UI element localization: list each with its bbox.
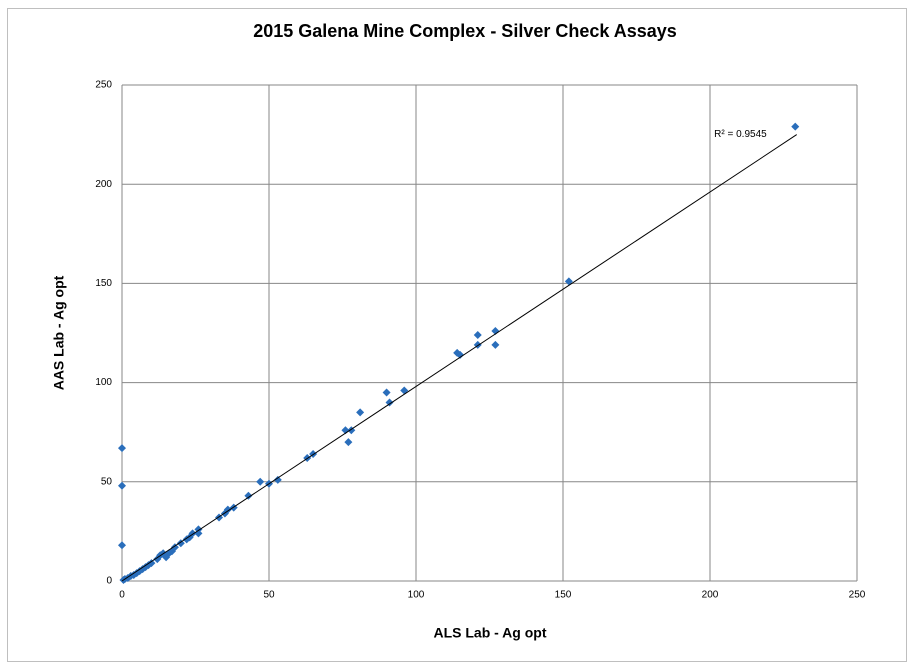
trendline-label: R² = 0.9545 [714, 129, 767, 140]
x-tick-label: 50 [263, 590, 275, 601]
data-point [147, 559, 156, 568]
y-axis-label: AAS Lab - Ag opt [51, 275, 67, 390]
y-tick-label: 50 [101, 476, 113, 487]
data-point [244, 491, 253, 500]
x-tick-label: 0 [119, 590, 125, 601]
chart-border [7, 8, 907, 662]
data-point [256, 477, 265, 486]
data-point [791, 122, 800, 131]
y-tick-label: 150 [95, 278, 112, 289]
data-point [273, 475, 282, 484]
data-point [344, 438, 353, 447]
data-point [123, 574, 132, 583]
data-point [564, 277, 573, 286]
x-tick-label: 200 [702, 590, 719, 601]
data-point [456, 350, 465, 359]
x-tick-label: 100 [408, 590, 425, 601]
data-point [382, 388, 391, 397]
data-point [118, 444, 126, 453]
data-point [118, 481, 126, 490]
x-tick-label: 150 [555, 590, 572, 601]
data-point [170, 543, 179, 552]
data-point [356, 408, 365, 417]
chart-title: 2015 Galena Mine Complex - Silver Check … [253, 21, 677, 41]
y-tick-label: 100 [95, 377, 112, 388]
data-point [473, 330, 482, 339]
data-point [118, 541, 126, 550]
data-point [385, 398, 394, 407]
y-tick-label: 200 [95, 179, 112, 190]
y-tick-label: 250 [95, 80, 112, 91]
data-point [491, 340, 500, 349]
y-tick-label: 0 [106, 576, 112, 587]
trendline [121, 134, 798, 582]
x-tick-label: 250 [849, 590, 866, 601]
x-axis-label: ALS Lab - Ag opt [433, 625, 546, 641]
